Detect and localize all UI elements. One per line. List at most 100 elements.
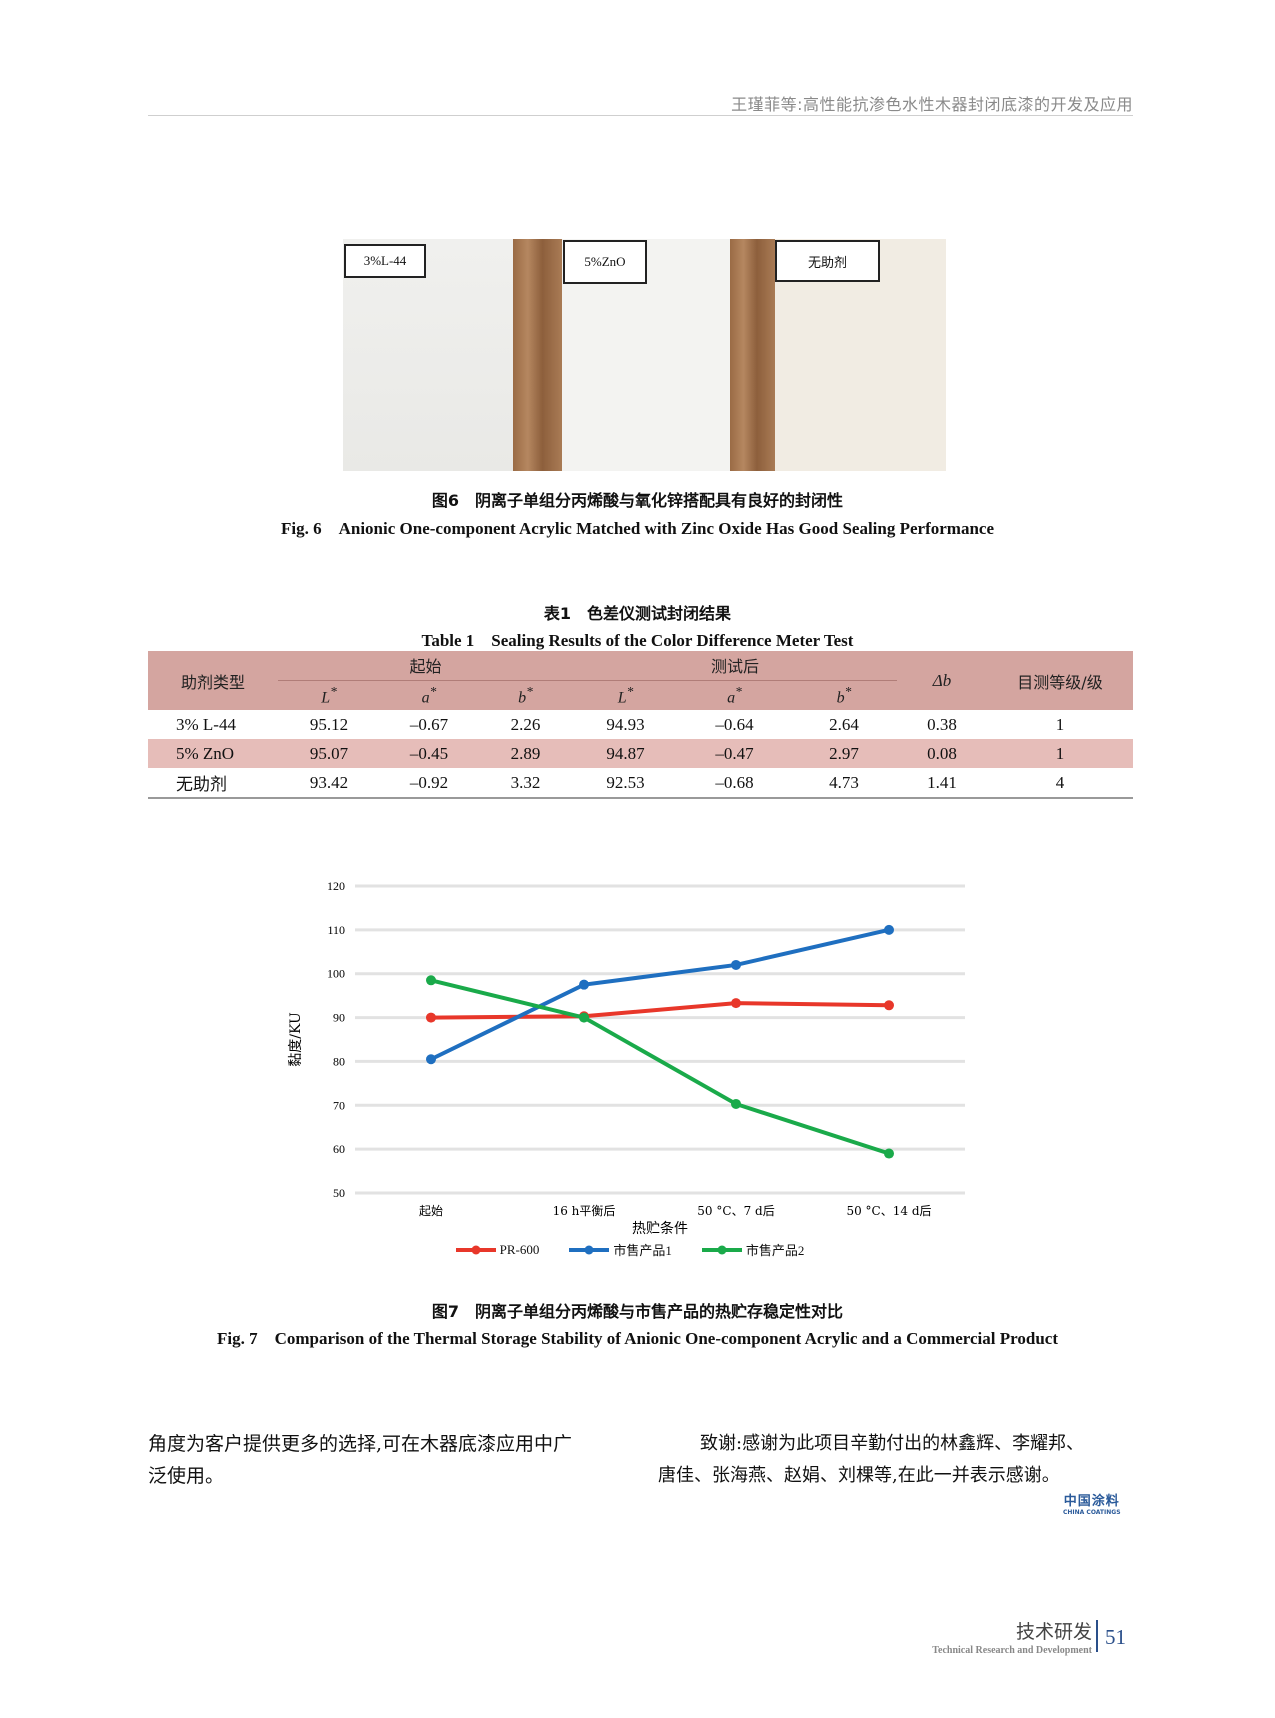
figure6-caption-en: Fig. 6 Anionic One-component Acrylic Mat… (280, 519, 994, 538)
legend-item: 市售产品2 (701, 1240, 805, 1259)
row-label: 无助剂 (176, 775, 227, 794)
header-L: L (617, 688, 627, 706)
header-initial: 起始 (278, 651, 573, 681)
table-cell: –0.64 (715, 714, 754, 734)
logo-en: CHINA COATINGS (1063, 1509, 1121, 1516)
data-point (884, 924, 894, 935)
figure6-caption-cn: 图6 阴离子单组分丙烯酸与氧化锌搭配具有良好的封闭性 (431, 491, 844, 510)
header-b: b (836, 688, 845, 706)
table-cell: 1.41 (927, 772, 957, 792)
star: * (626, 683, 634, 699)
data-point (426, 1012, 436, 1023)
legend-label: 市售产品2 (745, 1243, 805, 1258)
table-row: 无助剂 93.42 –0.92 3.32 92.53 –0.68 4.73 1.41 4 (148, 768, 1133, 798)
table1-caption-cn: 表1 色差仪测试封闭结果 (543, 604, 732, 623)
figure7-caption-en: Fig. 7 Comparison of the Thermal Storage… (217, 1329, 1058, 1348)
legend-marker (569, 1245, 610, 1254)
data-point (884, 1148, 894, 1159)
row-label: 3% L-44 (176, 714, 236, 734)
table-row: 5% ZnO 95.07 –0.45 2.89 94.87 –0.47 2.97 0.08 1 (148, 739, 1133, 768)
table-cell: –0.68 (715, 772, 754, 792)
footer-section-en: Technical Research and Development (932, 1645, 1092, 1656)
body-text: 角度为客户提供更多的选择,可在木器底漆应用中广 (148, 1433, 573, 1455)
table-cell: 95.12 (309, 714, 349, 734)
table-cell: –0.67 (409, 714, 449, 734)
body-left-column: 角度为客户提供更多的选择,可在木器底漆应用中广 泛使用。 (148, 1428, 572, 1492)
x-axis-title: 热贮条件 (632, 1220, 688, 1237)
header-b: b (518, 688, 527, 706)
header-L: L (321, 688, 331, 706)
header-a: a (727, 688, 736, 706)
data-point (579, 1012, 589, 1023)
table-cell: 1 (987, 739, 1133, 768)
table-cell: 3.32 (510, 772, 541, 792)
y-tick-label: 70 (333, 1098, 345, 1112)
footer-divider (1096, 1620, 1098, 1652)
table-cell: 94.87 (573, 739, 678, 768)
chart-legend: PR-600 市售产品1 市售产品2 (270, 1240, 990, 1259)
legend-item: PR-600 (455, 1240, 540, 1259)
y-tick-label: 60 (333, 1142, 345, 1156)
table-cell: 2.89 (478, 739, 573, 768)
y-axis-title: 黏度/KU (288, 1012, 304, 1067)
table-cell: 2.26 (510, 714, 541, 734)
x-tick-label: 50 °C、7 d后 (697, 1204, 774, 1218)
x-tick-label: 16 h平衡后 (553, 1204, 616, 1218)
body-text: 唐佳、张海燕、赵娟、刘棵等,在此一并表示感谢。 (658, 1465, 1060, 1486)
viscosity-line-chart: 50 60 70 80 90 100 110 120 起始 16 h平衡后 50 °C、7 d后 50… (288, 879, 965, 1237)
label-l44: 3%L-44 (344, 244, 426, 278)
label-none: 无助剂 (775, 240, 880, 282)
wood-strip (730, 239, 775, 471)
acknowledgement: 致谢:感谢为此项目辛勤付出的林鑫辉、李耀邦、 唐佳、张海燕、赵娟、刘棵等,在此一… (658, 1428, 1084, 1492)
header-a: a (421, 688, 430, 706)
data-point (426, 1054, 436, 1065)
table-cell: 93.42 (309, 772, 349, 792)
star: * (526, 683, 533, 699)
y-tick-label: 80 (333, 1054, 345, 1068)
table-cell: 1 (1055, 714, 1065, 734)
table-cell: 4.73 (829, 772, 859, 792)
header-grade: 目测等级/级 (987, 651, 1133, 710)
y-tick-label: 120 (327, 879, 345, 893)
table-cell: 95.07 (278, 739, 380, 768)
x-tick-label: 起始 (419, 1204, 443, 1218)
body-text: 泛使用。 (148, 1465, 225, 1487)
color-difference-table: 助剂类型 起始 测试后 Δb 目测等级/级 L* a* b* L* a* b* … (148, 651, 1133, 799)
table-cell: 2.97 (791, 739, 897, 768)
header-after: 测试后 (573, 651, 897, 681)
star: * (844, 683, 852, 699)
header-rule (148, 115, 1133, 116)
star: * (330, 683, 337, 699)
data-point (731, 959, 741, 970)
header-delta-b: Δb (897, 651, 987, 710)
data-point (731, 998, 741, 1009)
data-point (884, 1000, 894, 1011)
table-cell: 0.08 (897, 739, 987, 768)
series-line (430, 927, 890, 1062)
running-header: 王瑾菲等:高性能抗渗色水性木器封闭底漆的开发及应用 (731, 95, 1133, 114)
series-line (430, 978, 890, 1156)
x-tick-label: 50 °C、14 d后 (846, 1204, 931, 1218)
table-cell: –0.92 (409, 772, 449, 792)
series-line (430, 1001, 890, 1020)
y-tick-label: 90 (333, 1011, 345, 1025)
table-row: 3% L-44 95.12 –0.67 2.26 94.93 –0.64 2.64 0.38 1 (148, 710, 1133, 739)
legend-label: 市售产品1 (613, 1243, 672, 1258)
table-cell: 0.38 (927, 714, 957, 734)
table-cell: 92.53 (606, 772, 645, 792)
table-cell: 94.93 (606, 714, 645, 734)
y-tick-label: 50 (333, 1186, 345, 1200)
legend-label: PR-600 (499, 1241, 540, 1257)
footer-section-cn: 技术研发 (1015, 1621, 1092, 1643)
data-point (426, 975, 436, 986)
data-point (579, 979, 589, 990)
legend-item: 市售产品1 (569, 1240, 672, 1259)
star: * (429, 683, 437, 699)
table-cell: 4 (1055, 772, 1065, 792)
body-text: 致谢:感谢为此项目辛勤付出的林鑫辉、李耀邦、 (700, 1433, 1085, 1454)
row-label: 5% ZnO (148, 739, 278, 768)
y-tick-label: 110 (327, 923, 345, 937)
figure7-caption-cn: 图7 阴离子单组分丙烯酸与市售产品的热贮存稳定性对比 (431, 1302, 844, 1321)
star: * (735, 683, 742, 699)
table-cell: 2.64 (829, 714, 859, 734)
